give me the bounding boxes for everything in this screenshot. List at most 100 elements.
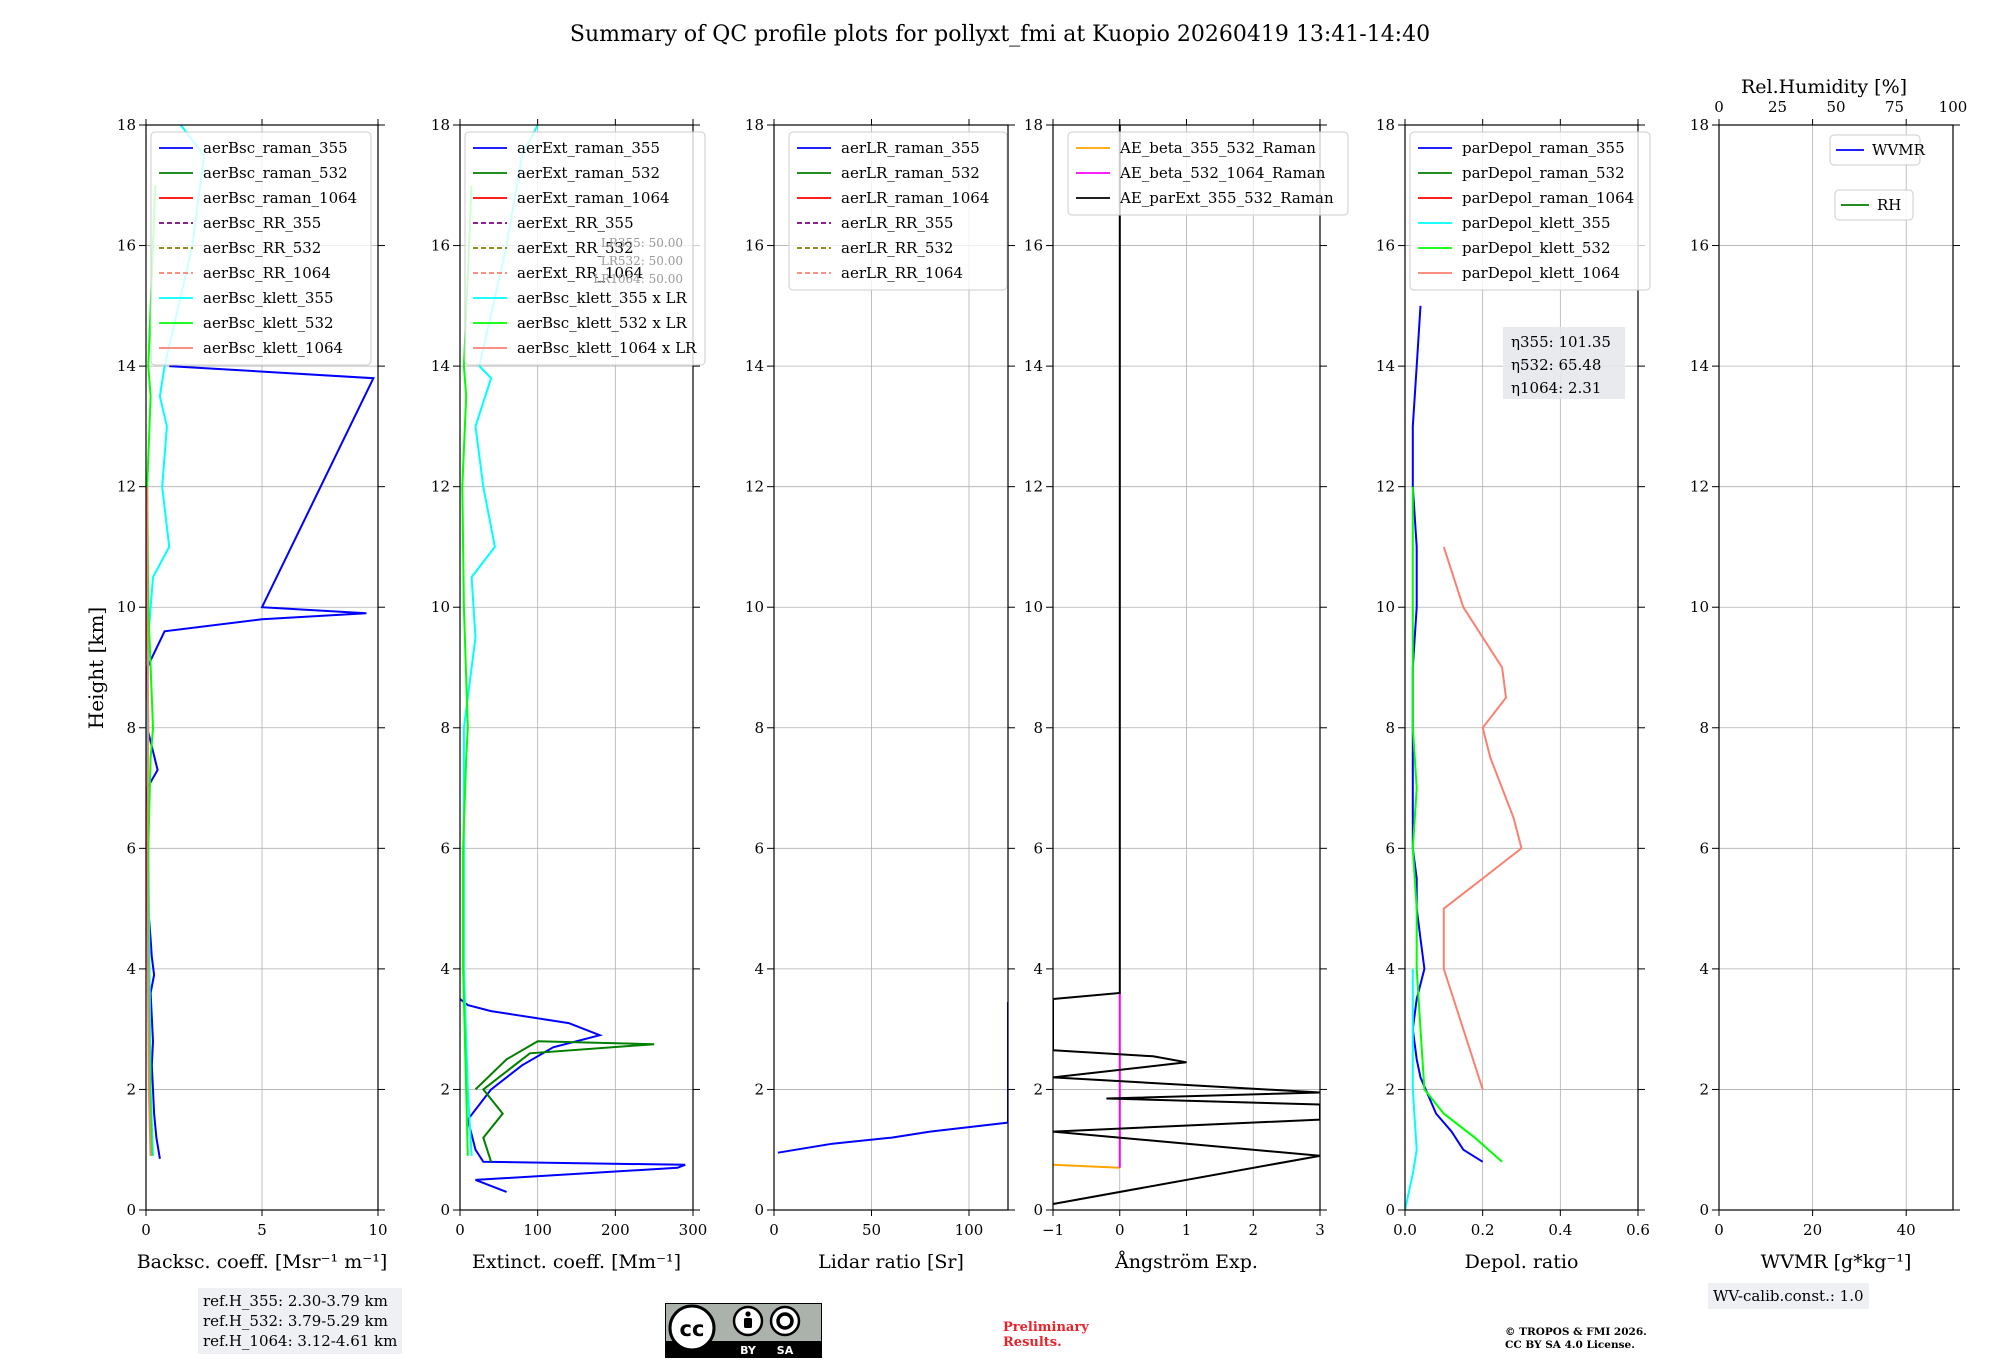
y-tick-label: 4 — [440, 960, 450, 978]
y-tick-label: 16 — [745, 237, 764, 255]
y-tick-label: 0 — [1699, 1201, 1709, 1219]
y-tick-label: 6 — [1699, 839, 1709, 857]
y-tick-label: 2 — [754, 1080, 764, 1098]
eta-text: η355: 101.35 — [1511, 333, 1611, 351]
lr-label: LR355: 50.00 — [601, 236, 683, 250]
legend-label: aerBsc_raman_532 — [203, 164, 348, 182]
legend-label: parDepol_raman_355 — [1462, 139, 1625, 157]
legend-label: WVMR — [1872, 141, 1926, 159]
y-tick-label: 4 — [1699, 960, 1709, 978]
y-tick-label: 8 — [1699, 719, 1709, 737]
series-group — [777, 1002, 1008, 1154]
eta-text: η1064: 2.31 — [1511, 379, 1601, 397]
legend-box — [1829, 134, 1921, 166]
top-x-tick-label: 0 — [1714, 98, 1724, 116]
preliminary-results-note: Preliminary Results. — [1003, 1320, 1089, 1350]
y-tick-label: 18 — [1376, 116, 1395, 134]
y-tick-label: 0 — [754, 1201, 764, 1219]
series-line-pardepol-klett-355 — [1405, 968, 1418, 1210]
legend-label: aerExt_raman_532 — [517, 164, 660, 182]
x-tick-label: 20 — [1803, 1221, 1822, 1239]
series-line-aerext-raman-355 — [460, 998, 686, 1193]
x-tick-label: 0.0 — [1393, 1221, 1417, 1239]
y-tick-label: 14 — [431, 357, 450, 375]
x-tick-label: 100 — [523, 1221, 552, 1239]
y-tick-label: 10 — [1690, 598, 1709, 616]
y-tick-label: 18 — [1024, 116, 1043, 134]
x-tick-label: 200 — [601, 1221, 630, 1239]
legend-label: parDepol_klett_1064 — [1462, 264, 1620, 282]
x-tick-label: 0 — [141, 1221, 151, 1239]
prelim-line-1: Preliminary — [1003, 1320, 1089, 1335]
series-line-aerbsc-klett-1064 — [146, 486, 152, 1156]
legend-label: aerBsc_raman_355 — [203, 139, 348, 157]
legend-box — [1834, 189, 1914, 221]
legend-box — [464, 131, 706, 366]
x-tick-label: 0.4 — [1548, 1221, 1572, 1239]
y-tick-label: 4 — [1033, 960, 1043, 978]
y-tick-label: 12 — [117, 478, 136, 496]
y-tick-label: 2 — [1699, 1080, 1709, 1098]
y-tick-label: 4 — [1385, 960, 1395, 978]
y-tick-label: 10 — [431, 598, 450, 616]
legend-label: aerExt_raman_1064 — [517, 189, 670, 207]
x-tick-label: 10 — [368, 1221, 387, 1239]
lr-label: LR532: 50.00 — [601, 254, 683, 268]
y-tick-label: 4 — [754, 960, 764, 978]
series-line-pardepol-klett-532 — [1411, 486, 1503, 1163]
top-x-tick-label: 50 — [1826, 98, 1845, 116]
x-tick-label: 50 — [862, 1221, 881, 1239]
y-tick-label: 14 — [1376, 357, 1395, 375]
x-tick-label: 3 — [1315, 1221, 1325, 1239]
eta-box — [1503, 327, 1625, 399]
y-tick-label: 14 — [1024, 357, 1043, 375]
top-x-tick-label: 100 — [1939, 98, 1968, 116]
y-tick-label: 12 — [1690, 478, 1709, 496]
x-tick-label: 40 — [1897, 1221, 1916, 1239]
legend-box — [150, 131, 372, 366]
legend-label: RH — [1877, 196, 1901, 214]
series-line-aerbsc-klett-532-x-lr — [461, 185, 473, 1156]
y-tick-label: 14 — [1690, 357, 1709, 375]
legend-label: parDepol_raman_1064 — [1462, 189, 1634, 207]
copyright-notice: © TROPOS & FMI 2026. CC BY SA 4.0 Licens… — [1505, 1326, 1647, 1352]
axes-frame — [773, 124, 1009, 1211]
legend-label: parDepol_klett_355 — [1462, 214, 1611, 232]
x-axis-label: Depol. ratio — [1465, 1251, 1579, 1273]
cc-letters: cc — [680, 1317, 705, 1341]
y-tick-label: 8 — [754, 719, 764, 737]
x-tick-label: 0 — [1115, 1221, 1125, 1239]
y-tick-label: 10 — [1376, 598, 1395, 616]
y-tick-label: 6 — [754, 839, 764, 857]
top-x-tick-label: 75 — [1885, 98, 1904, 116]
y-tick-label: 16 — [1024, 237, 1043, 255]
legend-box — [1409, 131, 1651, 291]
axes-frame — [145, 124, 379, 1211]
lr-label: LR1064: 50.00 — [593, 272, 683, 286]
y-tick-label: 16 — [117, 237, 136, 255]
x-tick-label: 0 — [1714, 1221, 1724, 1239]
y-tick-label: 10 — [1024, 598, 1043, 616]
series-line-pardepol-klett-1064 — [1442, 546, 1523, 1090]
y-axis-label: Height [km] — [84, 607, 108, 729]
legend-box — [788, 131, 1008, 291]
y-tick-label: 12 — [745, 478, 764, 496]
legend-label: aerBsc_RR_355 — [203, 214, 321, 232]
legend-label: aerBsc_RR_532 — [203, 239, 321, 257]
y-tick-label: 2 — [126, 1080, 136, 1098]
y-tick-label: 18 — [431, 116, 450, 134]
ref-height-355: ref.H_355: 2.30-3.79 km — [203, 1292, 388, 1310]
x-tick-label: 0.6 — [1626, 1221, 1650, 1239]
series-line-pardepol-raman-355 — [1411, 305, 1484, 1163]
x-tick-label: 0.2 — [1471, 1221, 1495, 1239]
y-tick-label: 8 — [126, 719, 136, 737]
y-tick-label: 2 — [1033, 1080, 1043, 1098]
legend-label: aerBsc_RR_1064 — [203, 264, 331, 282]
y-tick-label: 2 — [440, 1080, 450, 1098]
x-tick-label: −1 — [1042, 1221, 1064, 1239]
prelim-line-2: Results. — [1003, 1335, 1062, 1350]
series-line-ae-parext-355-532-raman — [1053, 125, 1320, 1205]
x-tick-label: 100 — [955, 1221, 984, 1239]
legend-label: parDepol_klett_532 — [1462, 239, 1611, 257]
